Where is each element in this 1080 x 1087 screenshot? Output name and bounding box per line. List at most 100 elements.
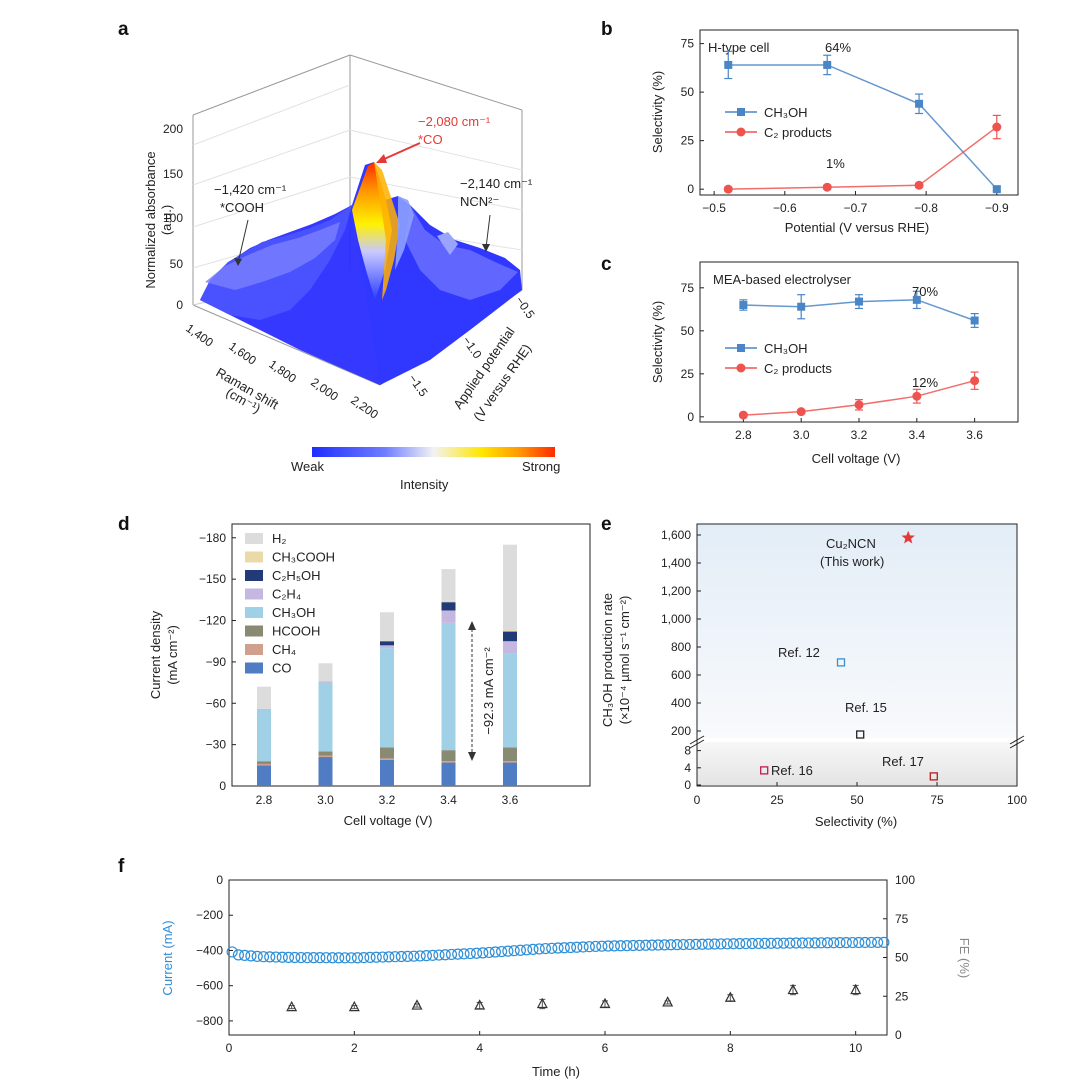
- f-current-point: [709, 938, 721, 950]
- f-current-point: [665, 939, 677, 951]
- e-x-tick-label: 100: [1007, 793, 1027, 807]
- d-bar-segment: [441, 610, 456, 623]
- z-tick-150: 150: [163, 167, 183, 181]
- f-current-point: [439, 949, 451, 961]
- f-current-point: [414, 950, 426, 962]
- f-current-point: [840, 937, 852, 949]
- colorbar-strong-label: Strong: [522, 459, 560, 474]
- b-line-c2: [728, 126, 998, 190]
- b-y-axis-label: Selectivity (%): [650, 71, 665, 153]
- f-current-point: [752, 937, 765, 950]
- d-bar-segment: [380, 645, 394, 649]
- d-y-tick-label: −30: [206, 738, 227, 752]
- d-bar-segment: [503, 761, 517, 763]
- e-label-ref12: Ref. 12: [778, 645, 820, 660]
- colorbar-weak-label: Weak: [291, 459, 324, 474]
- d-legend-swatch: [245, 551, 263, 563]
- e-y-tick-label: 0: [684, 778, 691, 792]
- colorbar-gradient: [312, 447, 555, 457]
- f-fe-point: [411, 999, 423, 1010]
- d-legend-label: CH₃OH: [272, 605, 316, 620]
- d-x-tick-label: 3.2: [379, 793, 396, 807]
- e-y-tick-label: 8: [684, 744, 691, 758]
- d-bar-segment: [441, 750, 456, 762]
- f-current-point: [539, 942, 552, 955]
- d-legend-swatch: [245, 625, 263, 637]
- b-annotation-64: 64%: [825, 40, 851, 55]
- f-current-point: [433, 949, 445, 961]
- f-current-point: [320, 952, 332, 964]
- d-legend-swatch: [245, 588, 263, 600]
- d-bar-segment: [503, 641, 517, 654]
- f-current-point: [477, 947, 489, 959]
- d-x-tick-label: 3.6: [502, 793, 519, 807]
- z-tick-100: 100: [163, 211, 183, 225]
- b-x-axis-label: Potential (V versus RHE): [785, 220, 930, 235]
- d-bar-segment: [503, 630, 517, 632]
- f-current-point: [420, 950, 432, 962]
- d-bar-segment: [380, 759, 394, 786]
- b-y-tick-label: 50: [681, 85, 695, 99]
- e-point-square: [836, 658, 846, 667]
- panel-label-d: d: [118, 514, 130, 535]
- f-current-point: [828, 937, 840, 949]
- d-bar-segment: [318, 682, 333, 752]
- c-point-ch3oh: [855, 297, 863, 306]
- d-legend-label: CH₄: [272, 642, 296, 657]
- b-legend-marker-c2: [736, 127, 746, 137]
- d-legend-label: HCOOH: [272, 624, 320, 639]
- f-current-point: [251, 950, 263, 962]
- d-y-axis-unit: (mA cm⁻²): [165, 625, 180, 685]
- f-current-point: [658, 939, 671, 951]
- d-bar-segment: [441, 762, 456, 786]
- e-y-tick-label: 4: [684, 761, 691, 775]
- f-current-point: [677, 938, 689, 951]
- f-current-point: [521, 944, 533, 956]
- d-legend-label: C₂H₅OH: [272, 568, 321, 583]
- surface-x-label: Raman shift (cm⁻¹): [214, 365, 282, 417]
- f-current-point: [621, 940, 633, 952]
- c-x-tick-label: 3.6: [966, 428, 983, 442]
- f-current-point: [583, 941, 595, 953]
- f-fe-series: [286, 983, 862, 1012]
- y-tick-1.5: −1.5: [406, 372, 431, 400]
- c-x-tick-label: 2.8: [735, 428, 752, 442]
- c-point-ch3oh: [739, 301, 748, 310]
- b-legend-c2: C₂ products: [764, 125, 832, 140]
- f-current-point: [470, 947, 483, 959]
- f-current-point: [727, 938, 740, 950]
- f-current-point: [452, 948, 464, 960]
- e-label-ref15: Ref. 15: [845, 700, 887, 715]
- z-tick-200: 200: [163, 122, 183, 136]
- f-current-point: [502, 945, 514, 957]
- c-point-c2: [738, 410, 748, 420]
- f-y-ticks: 0 −200 −400 −600 −800: [196, 873, 233, 1028]
- e-label-ref16: Ref. 16: [771, 763, 813, 778]
- f-fe-point: [474, 999, 486, 1010]
- f-current-point: [696, 938, 708, 950]
- f-current-point: [552, 942, 564, 954]
- f-current-point: [508, 945, 520, 957]
- d-legend-swatch: [245, 644, 263, 655]
- f-current-point: [734, 938, 746, 950]
- f-current-point: [577, 941, 589, 953]
- c-annotation-70: 70%: [912, 284, 938, 299]
- e-y-tick-label: 1,200: [661, 584, 691, 598]
- f-current-point: [395, 950, 407, 963]
- x-tick-2200: 2,200: [348, 393, 381, 422]
- f-current-point: [264, 951, 276, 963]
- f-current-point: [558, 942, 570, 954]
- f-y-tick-label: −800: [196, 1014, 223, 1028]
- c-y-tick-label: 75: [681, 281, 695, 295]
- e-point-star: [901, 530, 915, 544]
- d-bar-segment: [318, 757, 333, 786]
- panel-label-a: a: [118, 19, 129, 40]
- d-bar-segment: [380, 612, 394, 642]
- d-annotation: −92.3 mA cm⁻²: [468, 621, 496, 761]
- e-axis-break: [689, 735, 1025, 749]
- f-fe-point: [850, 983, 862, 995]
- b-legend-ch3oh: CH₃OH: [764, 105, 808, 120]
- f-current-point: [571, 941, 583, 953]
- f-current-point: [615, 940, 627, 952]
